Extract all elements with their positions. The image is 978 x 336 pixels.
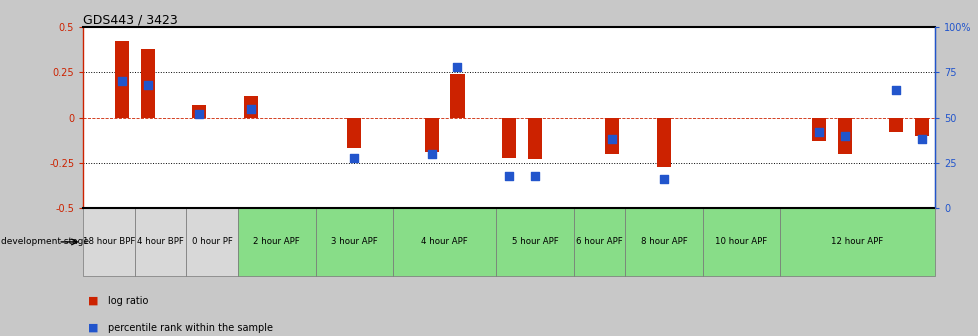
Point [526,173,542,178]
Bar [192,105,206,118]
Text: 0 hour PF: 0 hour PF [192,238,233,246]
Text: 4 hour BPF: 4 hour BPF [137,238,184,246]
Bar [392,208,496,276]
Text: 18 hour BPF: 18 hour BPF [83,238,135,246]
Bar [141,49,155,118]
Bar [888,118,903,132]
Text: 4 hour APF: 4 hour APF [421,238,467,246]
Text: log ratio: log ratio [108,296,148,306]
Text: 8 hour APF: 8 hour APF [640,238,687,246]
Point [140,82,156,88]
Bar [527,118,542,159]
Point [243,106,258,111]
Bar [836,118,851,154]
Text: 2 hour APF: 2 hour APF [253,238,300,246]
Bar [702,208,779,276]
Bar [573,208,625,276]
Text: 5 hour APF: 5 hour APF [511,238,557,246]
Bar [502,118,515,158]
Bar [914,118,928,136]
Bar [656,118,670,167]
Text: development stage: development stage [1,238,89,246]
Point [346,155,362,160]
Text: GDS443 / 3423: GDS443 / 3423 [83,14,178,27]
Point [114,79,130,84]
Text: ■: ■ [88,323,99,333]
Bar [450,74,465,118]
Point [913,137,929,142]
Text: ■: ■ [88,296,99,306]
Text: 10 hour APF: 10 hour APF [715,238,767,246]
Text: 6 hour APF: 6 hour APF [575,238,622,246]
Point [887,88,903,93]
Bar [238,208,315,276]
Bar [779,208,934,276]
Point [449,64,465,70]
Point [501,173,516,178]
Bar [496,208,573,276]
Bar [186,208,238,276]
Point [423,151,439,157]
Bar [424,118,438,152]
Point [603,137,619,142]
Bar [114,41,129,118]
Bar [604,118,619,154]
Bar [347,118,361,149]
Bar [244,96,258,118]
Bar [811,118,825,141]
Text: 12 hour APF: 12 hour APF [830,238,883,246]
Bar [135,208,186,276]
Bar [315,208,392,276]
Text: 3 hour APF: 3 hour APF [331,238,378,246]
Point [810,129,825,135]
Point [655,177,671,182]
Point [192,111,207,117]
Bar [83,208,135,276]
Point [836,133,852,138]
Bar [625,208,702,276]
Text: percentile rank within the sample: percentile rank within the sample [108,323,273,333]
